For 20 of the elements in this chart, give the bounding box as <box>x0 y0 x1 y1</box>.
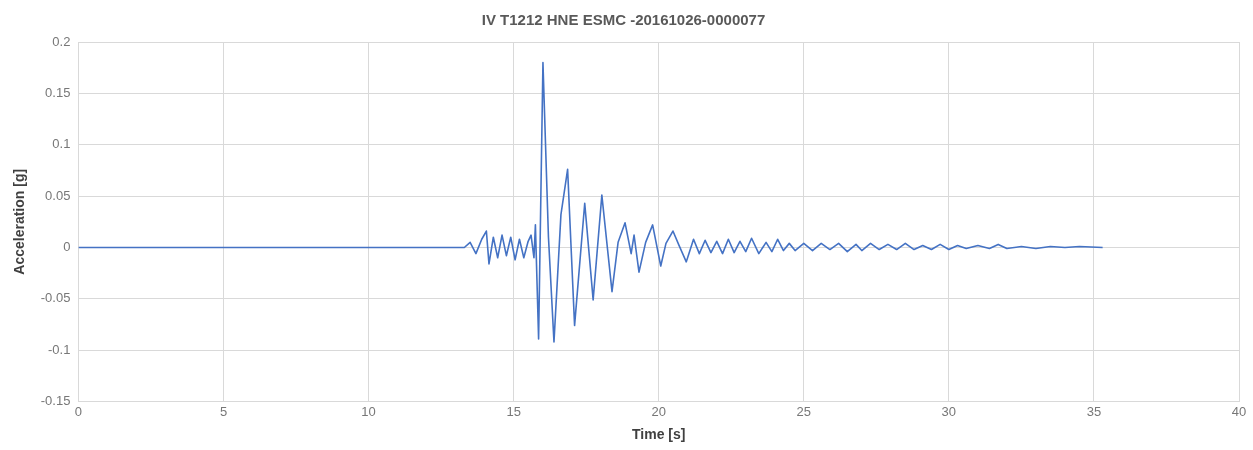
x-tick-label: 15 <box>506 403 521 419</box>
y-tick-label: 0 <box>63 239 71 255</box>
x-tick-label: 5 <box>219 403 228 419</box>
x-tick-label: 35 <box>1086 403 1102 419</box>
x-tick-label: 30 <box>941 403 957 419</box>
y-tick-label: 0.2 <box>52 33 71 49</box>
y-tick-label: -0.1 <box>48 341 71 357</box>
y-axis-title: Acceleration [g] <box>11 168 28 275</box>
x-axis-title: Time [s] <box>632 426 686 443</box>
y-tick-label: 0.05 <box>45 187 71 203</box>
chart-title: IV T1212 HNE ESMC -20161026-0000077 <box>481 11 766 29</box>
y-tick-label: 0.15 <box>45 84 71 100</box>
y-tick-label: -0.05 <box>40 290 71 306</box>
x-tick-label: 10 <box>361 403 376 419</box>
y-tick-label: 0.1 <box>52 136 71 152</box>
x-tick-label: 40 <box>1231 403 1247 419</box>
x-tick-label: 25 <box>796 403 812 419</box>
x-tick-label: 0 <box>74 403 83 419</box>
x-tick-label: 20 <box>651 403 666 419</box>
y-tick-label: -0.15 <box>40 393 71 409</box>
